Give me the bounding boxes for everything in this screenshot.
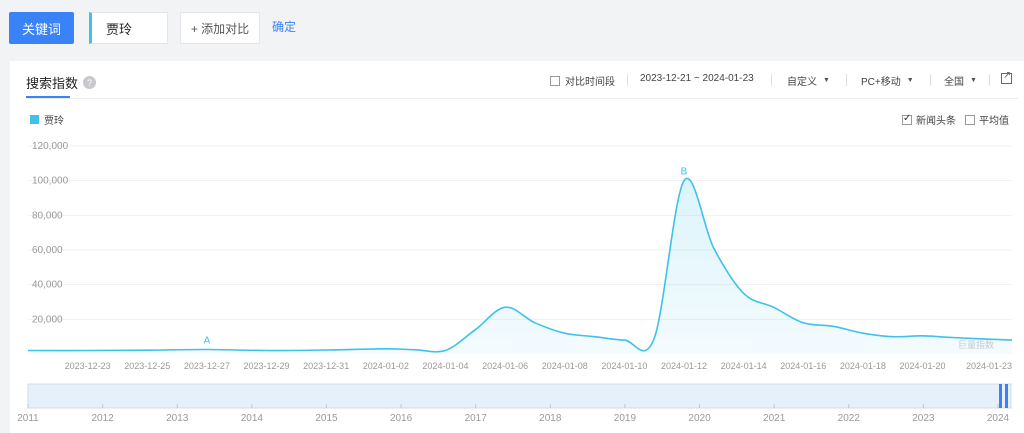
news-headline-label: 新闻头条 — [916, 116, 956, 127]
x-tick-label: 2024-01-08 — [542, 361, 588, 371]
region-dropdown[interactable]: 全国 ▼ — [944, 73, 977, 88]
year-label: 2012 — [91, 413, 114, 424]
device-label: PC+移动 — [861, 77, 901, 88]
caret-down-icon: ▼ — [970, 77, 977, 84]
custom-label: 自定义 — [787, 77, 817, 88]
average-toggle[interactable]: 平均值 — [965, 112, 1009, 127]
x-tick-label: 2024-01-04 — [422, 361, 468, 371]
series-area — [28, 178, 1012, 354]
x-tick-label: 2024-01-18 — [840, 361, 886, 371]
x-tick-label: 2023-12-25 — [124, 361, 170, 371]
news-headline-toggle[interactable]: 新闻头条 — [902, 112, 956, 127]
year-label: 2021 — [763, 413, 786, 424]
overview-range[interactable] — [27, 383, 1012, 409]
peak-annotation-b[interactable]: B — [681, 167, 688, 178]
custom-dropdown[interactable]: 自定义 ▼ — [787, 73, 830, 88]
year-label: 2022 — [838, 413, 861, 424]
compare-period-label: 对比时间段 — [565, 77, 615, 88]
overview-handle-right[interactable] — [1005, 384, 1008, 408]
x-tick-label: 2024-01-06 — [482, 361, 528, 371]
x-tick-label: 2024-01-20 — [900, 361, 946, 371]
region-label: 全国 — [944, 77, 964, 88]
y-tick-label: 20,000 — [32, 314, 63, 325]
divider — [989, 74, 990, 86]
legend-label: 贾玲 — [44, 116, 64, 127]
device-dropdown[interactable]: PC+移动 ▼ — [861, 73, 914, 88]
checkbox-icon[interactable] — [550, 75, 560, 86]
x-tick-label: 2023-12-31 — [303, 361, 349, 371]
x-tick-label: 2023-12-23 — [65, 361, 111, 371]
divider — [846, 74, 847, 86]
year-label: 2014 — [241, 413, 264, 424]
y-tick-label: 60,000 — [32, 245, 63, 256]
search-index-panel: 搜索指数 ? 对比时间段 2023-12-21 ~ 2024-01-23 自定义… — [10, 61, 1024, 433]
x-tick-label: 2024-01-23 — [966, 361, 1012, 371]
year-label: 2013 — [166, 413, 189, 424]
y-tick-label: 40,000 — [32, 280, 63, 291]
caret-down-icon: ▼ — [823, 77, 830, 84]
date-range-picker[interactable]: 2023-12-21 ~ 2024-01-23 — [640, 73, 754, 84]
x-tick-label: 2024-01-10 — [601, 361, 647, 371]
checkbox-checked-icon[interactable] — [902, 113, 912, 125]
add-compare-button[interactable]: + 添加对比 — [180, 12, 260, 44]
x-tick-label: 2024-01-12 — [661, 361, 707, 371]
year-label: 2017 — [465, 413, 488, 424]
overview-navigator[interactable] — [27, 383, 1012, 409]
y-tick-label: 120,000 — [32, 141, 69, 152]
x-tick-label: 2023-12-29 — [244, 361, 290, 371]
overview-handle-left[interactable] — [999, 384, 1002, 408]
x-tick-label: 2024-01-16 — [780, 361, 826, 371]
year-label: 2024 — [987, 413, 1010, 424]
watermark: 巨量指数 — [958, 339, 994, 350]
divider — [771, 74, 772, 86]
year-label: 2016 — [390, 413, 413, 424]
keyword-button[interactable]: 关键词 — [9, 12, 74, 44]
checkbox-icon[interactable] — [965, 114, 975, 125]
y-tick-label: 100,000 — [32, 176, 69, 187]
date-range-label: 2023-12-21 ~ 2024-01-23 — [640, 73, 754, 84]
help-icon[interactable]: ? — [83, 76, 97, 89]
x-tick-label: 2023-12-27 — [184, 361, 230, 371]
year-label: 2023 — [912, 413, 935, 424]
divider — [627, 74, 628, 86]
legend-swatch — [30, 115, 39, 124]
caret-down-icon: ▼ — [906, 77, 914, 84]
year-label: 2015 — [315, 413, 338, 424]
tab-underline — [26, 96, 70, 98]
x-tick-label: 2024-01-02 — [363, 361, 409, 371]
year-label: 2020 — [688, 413, 711, 424]
year-label: 2011 — [17, 413, 39, 424]
average-label: 平均值 — [979, 116, 1009, 127]
tab-label: 搜索指数 — [26, 76, 79, 91]
external-link-icon[interactable] — [1001, 70, 1012, 84]
year-label: 2019 — [614, 413, 637, 424]
year-label: 2018 — [539, 413, 562, 424]
divider — [26, 98, 1018, 99]
compare-period-toggle[interactable]: 对比时间段 — [550, 73, 615, 88]
tab-search-index[interactable]: 搜索指数 ? — [26, 73, 97, 92]
peak-annotation-a[interactable]: A — [204, 335, 211, 346]
keyword-input[interactable]: 贾玲 — [89, 12, 168, 44]
confirm-link[interactable]: 确定 — [272, 20, 297, 34]
y-tick-label: 80,000 — [32, 210, 63, 221]
legend[interactable]: 贾玲 — [30, 112, 64, 127]
toolbar: 关键词 贾玲 + 添加对比 确定 — [0, 0, 1024, 56]
divider — [930, 74, 931, 86]
series-line — [27, 177, 1013, 353]
x-tick-label: 2024-01-14 — [721, 361, 767, 371]
